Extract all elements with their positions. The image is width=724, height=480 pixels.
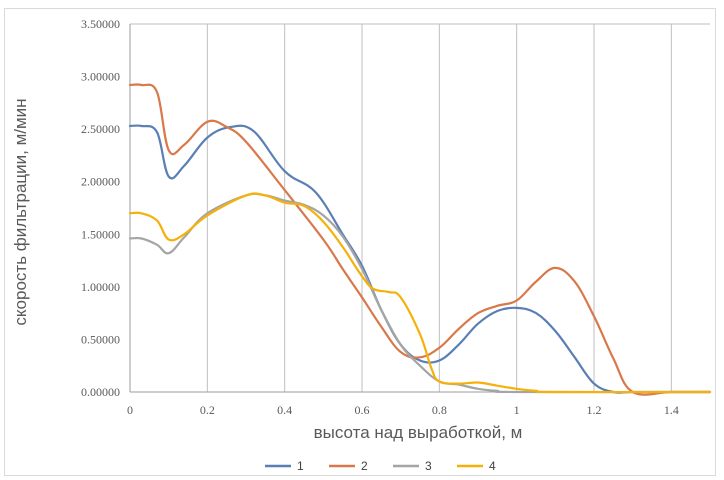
x-tick-label: 0.4 bbox=[277, 403, 292, 417]
x-tick-label: 0.6 bbox=[355, 403, 370, 417]
y-tick-label: 3.00000 bbox=[81, 70, 120, 84]
axes: 0 0.2 0.4 0.6 0.8 1 1.2 1.4 0.00000 0.50000 1.0000… bbox=[81, 17, 710, 417]
x-tick-label: 0.2 bbox=[200, 403, 215, 417]
series-line-1 bbox=[128, 124, 712, 394]
series-line-4 bbox=[128, 192, 712, 394]
y-tick-label: 2.00000 bbox=[81, 175, 120, 189]
x-tick-label: 1 bbox=[514, 403, 520, 417]
legend-label-4: 4 bbox=[489, 459, 496, 473]
series-line-3 bbox=[128, 192, 712, 394]
x-tick-label: 1.2 bbox=[587, 403, 602, 417]
series-lines bbox=[128, 83, 712, 396]
y-tick-label: 0.50000 bbox=[81, 332, 120, 346]
y-tick-label: 1.00000 bbox=[81, 280, 120, 294]
chart-area bbox=[4, 8, 716, 476]
gridlines bbox=[130, 23, 710, 392]
y-tick-label: 1.50000 bbox=[81, 227, 120, 241]
x-tick-label: 1.4 bbox=[664, 403, 679, 417]
legend-label-3: 3 bbox=[425, 459, 432, 473]
y-tick-label: 0.00000 bbox=[81, 385, 120, 399]
legend: 1 2 3 4 bbox=[265, 459, 496, 473]
x-axis-title: высота над выработкой, м bbox=[314, 423, 523, 442]
legend-label-1: 1 bbox=[297, 459, 304, 473]
legend-label-2: 2 bbox=[361, 459, 368, 473]
y-axis-title: скорость фильтрации, м/мин bbox=[11, 98, 30, 325]
y-tick-label: 3.50000 bbox=[81, 17, 120, 31]
x-tick-label: 0 bbox=[127, 403, 133, 417]
y-tick-label: 2.50000 bbox=[81, 122, 120, 136]
x-tick-label: 0.8 bbox=[432, 403, 447, 417]
